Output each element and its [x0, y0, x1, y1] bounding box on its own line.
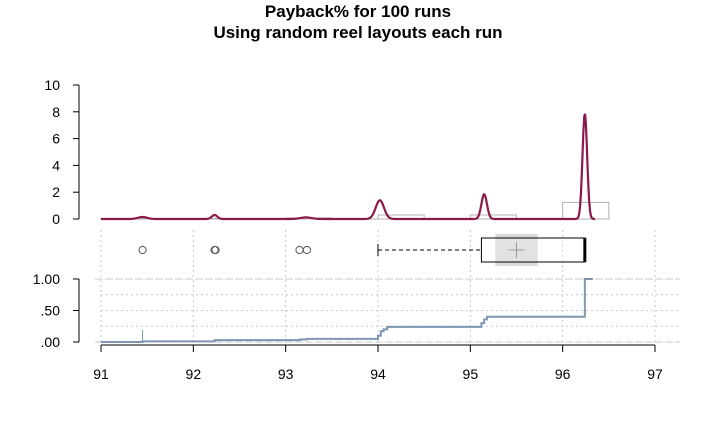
x-axis: 91 92 93 94 95 96 97 — [93, 344, 663, 382]
ecdf-panel: .00 .50 1.00 — [33, 271, 680, 350]
x-tick-label: 95 — [463, 366, 479, 382]
chart-title-line1: Payback% for 100 runs — [265, 2, 451, 21]
boxplot-panel — [100, 230, 656, 342]
ecdf-y-tick-label: .50 — [41, 303, 61, 319]
ecdf-step-line — [101, 278, 593, 343]
histogram-y-tick-label: 6 — [52, 131, 60, 147]
x-tick-label: 93 — [278, 366, 294, 382]
histogram-bar — [562, 201, 610, 220]
outlier-point — [302, 245, 312, 255]
x-tick-label: 94 — [370, 366, 386, 382]
ecdf-y-tick-label: 1.00 — [33, 271, 60, 287]
x-tick-label: 96 — [555, 366, 571, 382]
outlier-point — [138, 245, 147, 255]
density-curve — [101, 113, 596, 221]
histogram-panel: 0 2 4 6 8 10 — [44, 77, 610, 227]
outlier-point — [211, 245, 220, 255]
histogram-y-tick-label: 4 — [52, 157, 60, 173]
outlier-point — [295, 245, 304, 255]
chart-title-line2: Using random reel layouts each run — [213, 23, 502, 42]
x-tick-label: 92 — [186, 366, 202, 382]
x-tick-label: 97 — [647, 366, 663, 382]
histogram-y-tick-label: 8 — [52, 104, 60, 120]
ecdf-y-tick-label: .00 — [41, 334, 61, 350]
histogram-y-tick-label: 10 — [44, 77, 60, 93]
box-iqr — [480, 237, 586, 263]
histogram-y-tick-label: 2 — [52, 184, 60, 200]
x-tick-label: 91 — [93, 366, 109, 382]
histogram-y-tick-label: 0 — [52, 211, 60, 227]
